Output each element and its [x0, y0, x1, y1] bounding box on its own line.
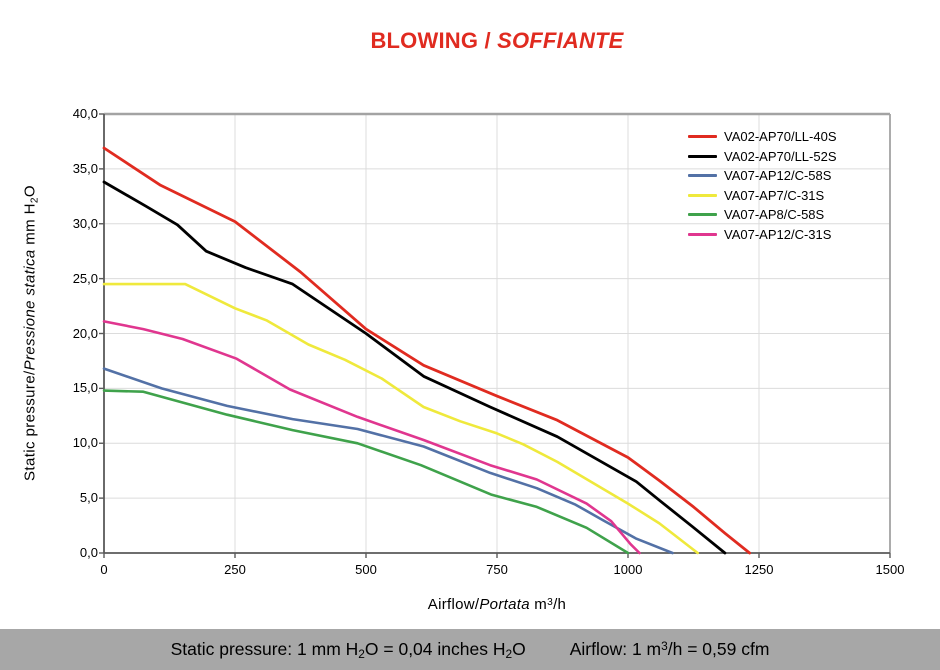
- y-tick-label: 35,0: [72, 160, 98, 176]
- x-tick-label: 500: [355, 562, 377, 577]
- legend-swatch: [688, 154, 717, 158]
- legend-swatch: [688, 213, 717, 217]
- y-tick-label: 10,0: [72, 435, 98, 451]
- x-tick-label: 750: [486, 562, 508, 577]
- legend-label: VA02-AP70/LL-40S: [724, 129, 837, 145]
- legend-label: VA07-AP8/C-58S: [724, 207, 825, 223]
- y-tick-label: 5,0: [79, 490, 98, 506]
- y-tick-label: 40,0: [72, 106, 98, 121]
- legend-item-va02-ap70-ll-40s: VA02-AP70/LL-40S: [688, 127, 837, 147]
- x-tick-label: 250: [224, 562, 246, 577]
- legend-label: VA07-AP7/C-31S: [724, 187, 825, 203]
- legend-label: VA07-AP12/C-31S: [724, 226, 832, 242]
- legend-swatch: [688, 232, 717, 236]
- legend-item-va07-ap8-c-58s: VA07-AP8/C-58S: [688, 205, 837, 225]
- x-tick-label: 1500: [875, 562, 905, 577]
- footer-bar: Static pressure: 1 mm H2O = 0,04 inches …: [0, 629, 940, 670]
- footer-note-airflow: Airflow: 1 m3/h = 0,59 cfm: [569, 639, 770, 659]
- series-line-va07-ap8-c-58s: [102, 389, 630, 555]
- legend-item-va07-ap12-c-31s: VA07-AP12/C-31S: [688, 225, 837, 245]
- series-line-va02-ap70-ll-52s: [102, 180, 727, 555]
- series-line-va02-ap70-ll-40s: [102, 146, 751, 555]
- series-line-va07-ap7-c-31s: [102, 282, 700, 555]
- legend-label: VA07-AP12/C-58S: [724, 168, 832, 184]
- y-tick-label: 30,0: [72, 215, 98, 231]
- series-line-va07-ap12-c-58s: [102, 367, 674, 555]
- x-tick-label: 0: [100, 562, 108, 577]
- x-tick-label: 1250: [744, 562, 774, 577]
- x-tick-label: 1000: [613, 562, 643, 577]
- legend-item-va07-ap12-c-58s: VA07-AP12/C-58S: [688, 166, 837, 186]
- legend-swatch: [688, 174, 717, 178]
- legend-swatch: [688, 135, 717, 139]
- y-tick-label: 25,0: [72, 270, 98, 286]
- legend-swatch: [688, 193, 717, 197]
- chart-title: BLOWING / SOFFIANTE: [370, 28, 624, 53]
- legend-label: VA02-AP70/LL-52S: [724, 148, 837, 164]
- y-tick-label: 20,0: [72, 325, 98, 341]
- legend-item-va02-ap70-ll-52s: VA02-AP70/LL-52S: [688, 147, 837, 167]
- legend-item-va07-ap7-c-31s: VA07-AP7/C-31S: [688, 186, 837, 206]
- footer-note-pressure: Static pressure: 1 mm H2O = 0,04 inches …: [170, 639, 526, 662]
- y-tick-label: 0,0: [79, 545, 98, 560]
- legend: VA02-AP70/LL-40S VA02-AP70/LL-52S VA07-AP1…: [688, 127, 837, 244]
- x-axis-title: Airflow/Portata m3/h: [427, 596, 567, 613]
- y-axis-title: Static pressure/Pressione statica mm H2O: [21, 185, 41, 481]
- y-tick-label: 15,0: [72, 380, 98, 396]
- series-line-va07-ap12-c-31s: [102, 320, 641, 555]
